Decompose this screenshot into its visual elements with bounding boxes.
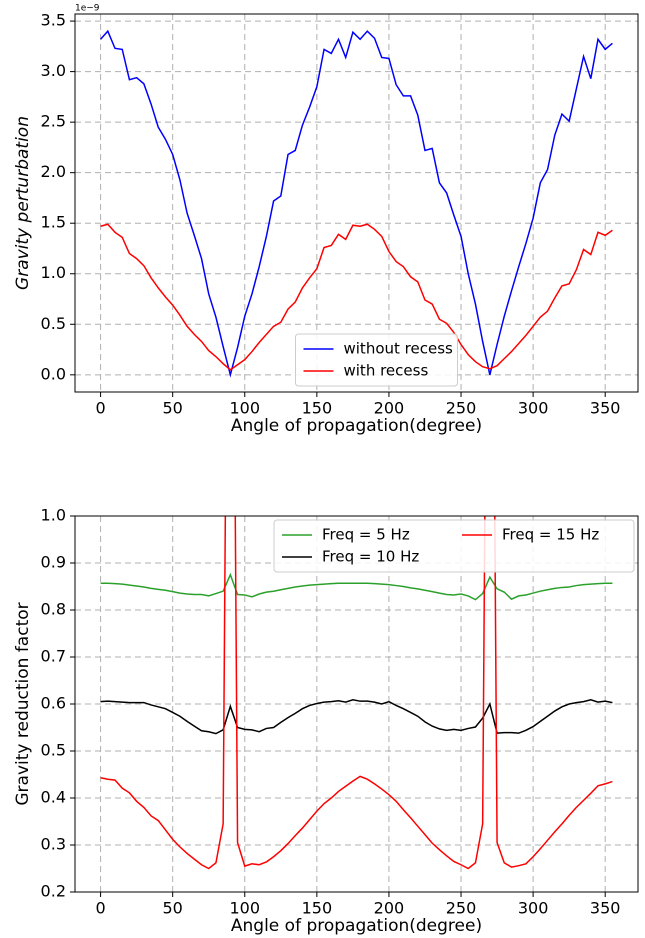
legend: Freq = 5 Hz Freq = 10 Hz Freq = 15 Hz bbox=[273, 519, 635, 573]
legend-label: Freq = 10 Hz bbox=[322, 548, 419, 566]
x-tick-label: 300 bbox=[518, 399, 549, 418]
y-offset-label: 1e−9 bbox=[75, 4, 100, 14]
x-tick-label: 350 bbox=[590, 899, 621, 918]
y-tick-label: 0.7 bbox=[41, 647, 66, 666]
series-line bbox=[100, 223, 613, 371]
x-tick-label: 350 bbox=[590, 399, 621, 418]
y-tick-label: 0.9 bbox=[41, 553, 66, 572]
x-axis-label: Angle of propagation(degree) bbox=[231, 916, 482, 936]
x-tick-label: 0 bbox=[95, 399, 105, 418]
x-tick-label: 250 bbox=[446, 899, 477, 918]
y-tick-label: 0.4 bbox=[41, 788, 66, 807]
x-tick-label: 100 bbox=[229, 899, 260, 918]
x-tick-label: 150 bbox=[302, 899, 333, 918]
plot-frame bbox=[74, 13, 639, 393]
legend-label: with recess bbox=[344, 362, 429, 380]
y-tick-label: 1.0 bbox=[41, 263, 66, 282]
series-line bbox=[100, 29, 613, 378]
x-tick-label: 300 bbox=[518, 899, 549, 918]
legend-label: Freq = 15 Hz bbox=[502, 526, 599, 544]
y-tick-label: 0.8 bbox=[41, 600, 66, 619]
plot-frame bbox=[74, 515, 639, 893]
x-tick-label: 250 bbox=[446, 399, 477, 418]
y-tick-label: 1.0 bbox=[41, 506, 66, 525]
plot: 0 50 100 150 200 250 300 350 0.2 0.3 0.4 0.5 0.6 0.7 0… bbox=[13, 506, 639, 936]
legend-label: without recess bbox=[344, 340, 454, 358]
x-tick-label: 200 bbox=[374, 399, 405, 418]
x-axis-label: Angle of propagation(degree) bbox=[231, 416, 482, 436]
x-tick-label: 150 bbox=[302, 399, 333, 418]
y-tick-label: 0.3 bbox=[41, 835, 66, 854]
y-tick-label: 0.5 bbox=[41, 314, 66, 333]
x-tick-label: 50 bbox=[162, 899, 182, 918]
legend-box bbox=[295, 333, 458, 387]
y-tick-label: 0.5 bbox=[41, 741, 66, 760]
series-line bbox=[100, 516, 613, 870]
y-tick-label: 2.0 bbox=[41, 162, 66, 181]
plot: 0 50 100 150 200 250 300 350 0.0 0.5 1.0 1.5 2.0 2.5 3… bbox=[13, 4, 639, 436]
y-tick-label: 3.5 bbox=[41, 11, 66, 30]
x-tick-label: 200 bbox=[374, 899, 405, 918]
y-tick-label: 0.0 bbox=[41, 364, 66, 383]
x-tick-label: 100 bbox=[229, 399, 260, 418]
y-tick-label: 2.5 bbox=[41, 112, 66, 131]
legend: without recess with recess bbox=[295, 333, 458, 387]
y-tick-label: 0.6 bbox=[41, 694, 66, 713]
y-tick-label: 3.0 bbox=[41, 61, 66, 80]
y-tick-label: 1.5 bbox=[41, 213, 66, 232]
legend-label: Freq = 5 Hz bbox=[322, 526, 410, 544]
series-line bbox=[100, 698, 613, 735]
x-tick-label: 50 bbox=[162, 399, 182, 418]
y-axis-label: Gravity reduction factor bbox=[13, 602, 33, 805]
series-line bbox=[100, 572, 613, 601]
legend-box bbox=[273, 519, 635, 573]
y-tick-label: 0.2 bbox=[41, 882, 66, 901]
y-axis-label: Gravity perturbation bbox=[13, 116, 33, 290]
x-tick-label: 0 bbox=[95, 899, 105, 918]
